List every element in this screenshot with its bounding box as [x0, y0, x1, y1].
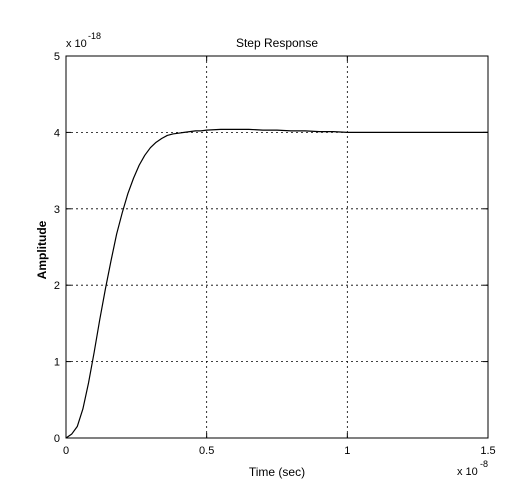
- y-axis-label: Amplitude: [35, 220, 49, 279]
- plot-frame: [65, 55, 489, 439]
- chart-title: Step Response: [236, 36, 318, 50]
- y-tick-label: 5: [54, 51, 60, 63]
- x-axis-exponent: -8: [480, 459, 488, 469]
- x-axis-label: Time (sec): [249, 465, 305, 479]
- x-tick-label: 0: [63, 445, 69, 457]
- y-tick-label: 2: [54, 280, 60, 292]
- x-tick-label: 0.5: [199, 445, 214, 457]
- x-tick-label: 1.5: [480, 445, 495, 457]
- grid: [66, 56, 488, 438]
- y-tick-label: 4: [54, 127, 60, 139]
- series-line-0: [65, 128, 488, 439]
- y-tick-label: 1: [54, 357, 60, 369]
- y-tick-label: 0: [54, 433, 60, 445]
- ticks: 0 0.5 1 1.5 0 1 2 3 4 5: [54, 51, 496, 457]
- y-axis-exponent: -18: [88, 31, 101, 41]
- x-axis-multiplier: x 10: [457, 466, 478, 478]
- x-tick-label: 1: [344, 445, 350, 457]
- series-layer: [65, 128, 488, 439]
- y-tick-label: 3: [54, 204, 60, 216]
- y-axis-multiplier: x 10: [66, 38, 87, 50]
